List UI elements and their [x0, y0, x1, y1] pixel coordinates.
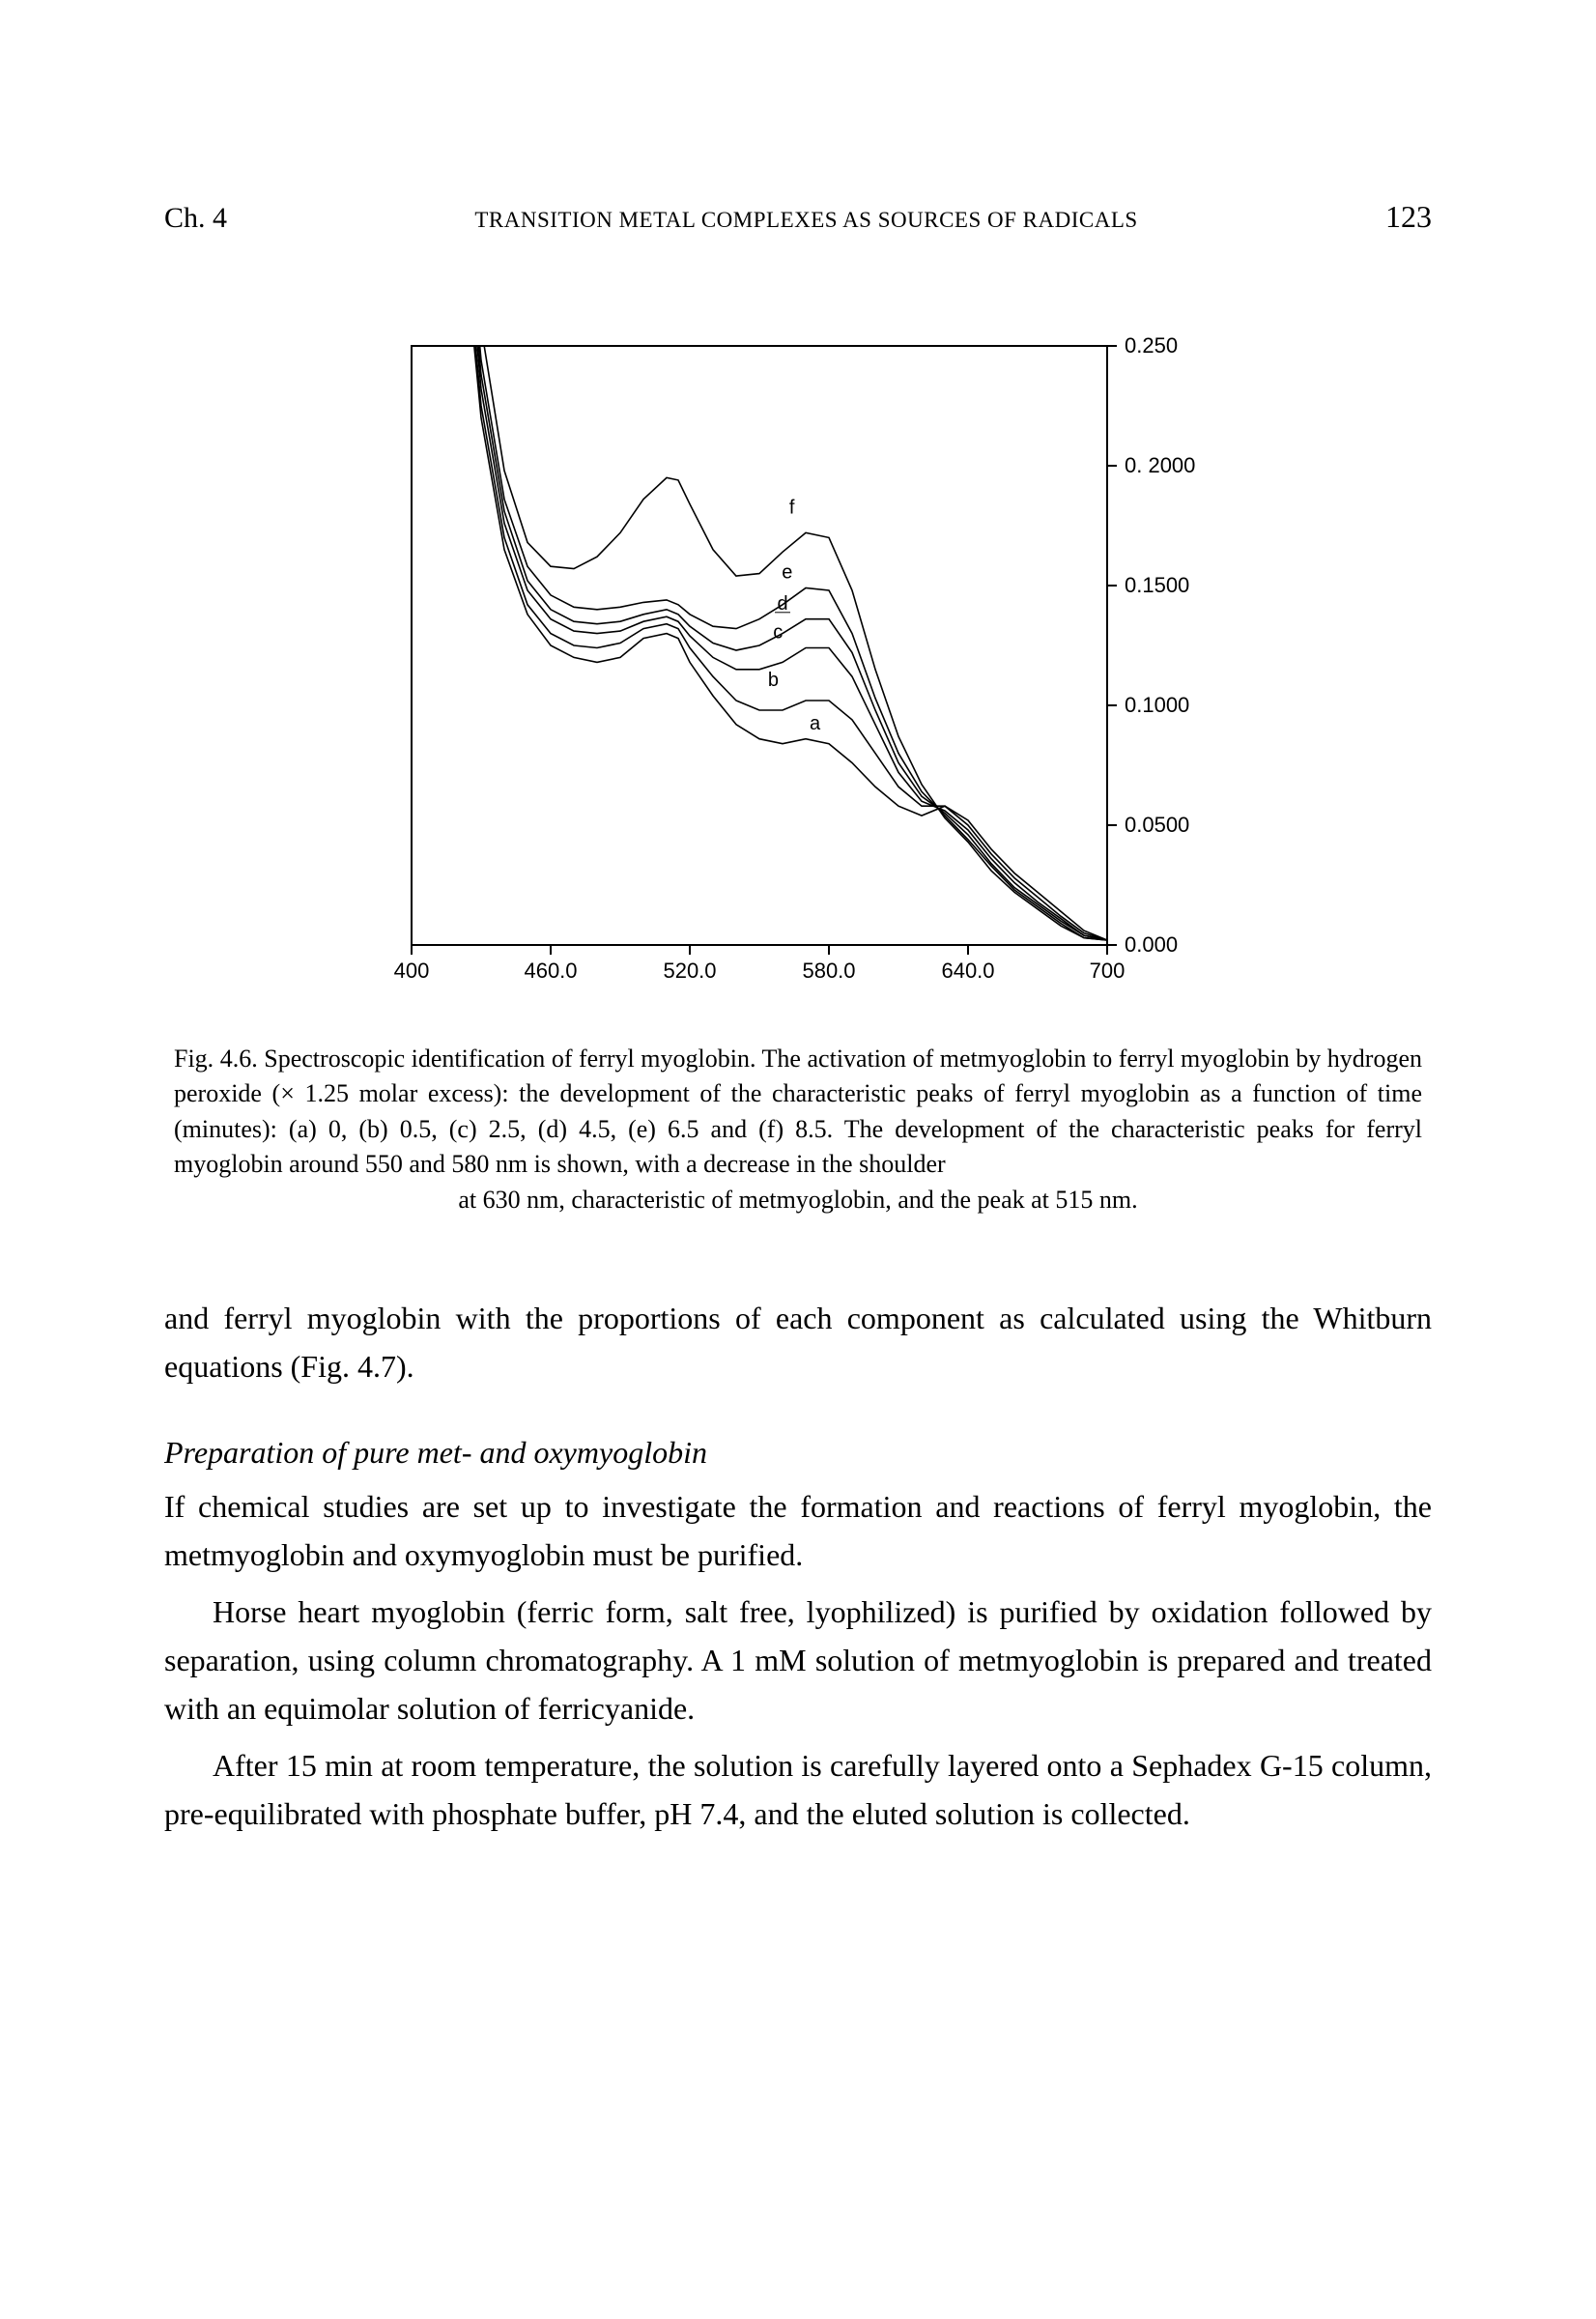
svg-text:400: 400	[394, 959, 430, 983]
figure-4-6: 400 460.0 520.0 580.0 640.0 7000.000 0.0500 0.1…	[164, 327, 1432, 1003]
page-number: 123	[1385, 193, 1432, 240]
svg-text:0.1500: 0.1500	[1125, 573, 1189, 597]
chapter-label: Ch. 4	[164, 196, 227, 240]
svg-text:e: e	[782, 562, 792, 584]
body-paragraph-2: If chemical studies are set up to invest…	[164, 1483, 1432, 1579]
svg-text:a: a	[810, 713, 821, 734]
svg-text:b: b	[768, 670, 779, 691]
svg-text:640.0: 640.0	[941, 959, 994, 983]
body-paragraph-1: and ferryl myoglobin with the proportion…	[164, 1295, 1432, 1390]
figure-caption: Fig. 4.6. Spectroscopic identification o…	[164, 1042, 1432, 1217]
svg-text:c: c	[773, 622, 783, 644]
section-heading: Preparation of pure met- and oxymyoglobi…	[164, 1429, 1432, 1475]
body-paragraph-3: Horse heart myoglobin (ferric form, salt…	[164, 1589, 1432, 1732]
svg-text:520.0: 520.0	[663, 959, 716, 983]
body-paragraph-4: After 15 min at room temperature, the so…	[164, 1742, 1432, 1838]
page-header: Ch. 4 TRANSITION METAL COMPLEXES AS SOUR…	[164, 193, 1432, 240]
svg-text:0.0500: 0.0500	[1125, 813, 1189, 837]
svg-text:f: f	[789, 498, 795, 519]
svg-text:0. 2000: 0. 2000	[1125, 453, 1195, 477]
svg-text:d: d	[777, 593, 787, 615]
svg-text:0.1000: 0.1000	[1125, 693, 1189, 717]
spectra-chart: 400 460.0 520.0 580.0 640.0 7000.000 0.0500 0.1…	[334, 327, 1262, 1003]
caption-text-1: Fig. 4.6. Spectroscopic identification o…	[174, 1045, 1422, 1178]
svg-text:0.250: 0.250	[1125, 333, 1178, 358]
caption-text-2: at 630 nm, characteristic of metmyoglobi…	[174, 1183, 1422, 1217]
svg-text:580.0: 580.0	[802, 959, 855, 983]
svg-text:460.0: 460.0	[524, 959, 577, 983]
svg-text:0.000: 0.000	[1125, 932, 1178, 957]
svg-text:700: 700	[1090, 959, 1126, 983]
running-title: TRANSITION METAL COMPLEXES AS SOURCES OF…	[474, 204, 1137, 238]
